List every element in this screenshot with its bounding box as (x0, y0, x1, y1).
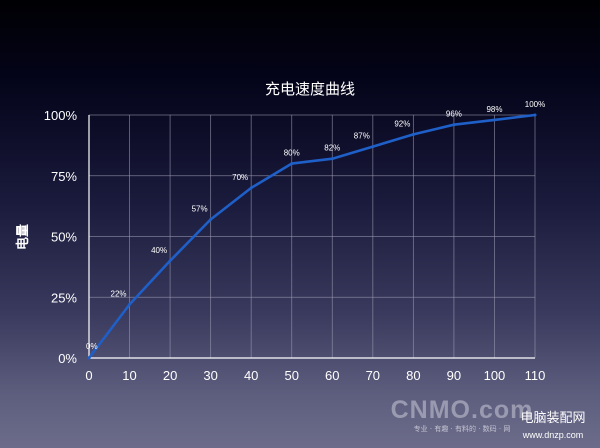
y-tick-label: 50% (51, 230, 77, 245)
y-axis-label: 电量 (15, 224, 31, 250)
data-point (330, 157, 334, 161)
y-tick-label: 75% (51, 169, 77, 184)
data-point (168, 259, 172, 263)
data-labels: 0% 22% 40% 57% 70% 80% 82% 87% 92% 96% 98% 100% (86, 100, 545, 351)
y-tick-label: 0% (58, 351, 77, 366)
watermark-logo: CNMO.com (391, 396, 534, 424)
x-tick-label: 20 (163, 368, 177, 383)
grid-lines (89, 114, 536, 358)
data-point (128, 303, 132, 307)
axes (88, 115, 535, 359)
series-line-0 (87, 113, 537, 360)
data-point (371, 145, 375, 149)
x-tick-label: 90 (447, 368, 461, 383)
data-point (411, 132, 415, 136)
data-label: 40% (151, 246, 167, 255)
y-tick-label: 25% (51, 290, 77, 305)
data-label: 96% (446, 110, 462, 119)
data-point (492, 118, 496, 122)
x-tick-label: 10 (122, 368, 136, 383)
x-tick-label: 70 (366, 368, 380, 383)
data-point (533, 113, 537, 117)
data-label: 87% (354, 132, 370, 141)
data-point (452, 123, 456, 127)
x-tick-label: 60 (325, 368, 339, 383)
data-label: 100% (525, 100, 545, 109)
x-tick-label: 100 (484, 368, 506, 383)
data-label: 22% (111, 290, 127, 299)
data-point (87, 356, 91, 360)
data-label: 92% (394, 119, 410, 128)
watermark-site-name: 电脑装配网 (520, 411, 585, 426)
data-point (290, 162, 294, 166)
data-label: 70% (232, 173, 248, 182)
data-label: 0% (86, 342, 98, 351)
y-tick-label: 100% (44, 108, 78, 123)
x-tick-label: 30 (203, 368, 217, 383)
x-tick-label: 80 (406, 368, 420, 383)
x-tick-label: 50 (284, 368, 298, 383)
x-tick-label: 40 (244, 368, 258, 383)
data-label: 80% (284, 149, 300, 158)
x-tick-label: 110 (525, 368, 546, 383)
data-label: 98% (486, 105, 502, 114)
watermark-slogan: 专业 · 有趣 · 有料的 · 数码 · 网 (414, 424, 511, 433)
data-point (249, 186, 253, 190)
tick-labels: 0% 25% 50% 75% 100% 0 10 20 30 40 50 60 70 80 90 100 110 (44, 108, 546, 383)
data-label: 82% (324, 144, 340, 153)
data-label: 57% (192, 204, 208, 213)
chart-title: 充电速度曲线 (265, 80, 355, 98)
x-tick-label: 0 (85, 368, 92, 383)
watermark-url: www.dnzp.com (522, 430, 584, 440)
watermark: CNMO.com 电脑装配网 专业 · 有趣 · 有料的 · 数码 · 网 ww… (391, 396, 586, 440)
series (87, 113, 537, 360)
data-point (209, 217, 213, 221)
